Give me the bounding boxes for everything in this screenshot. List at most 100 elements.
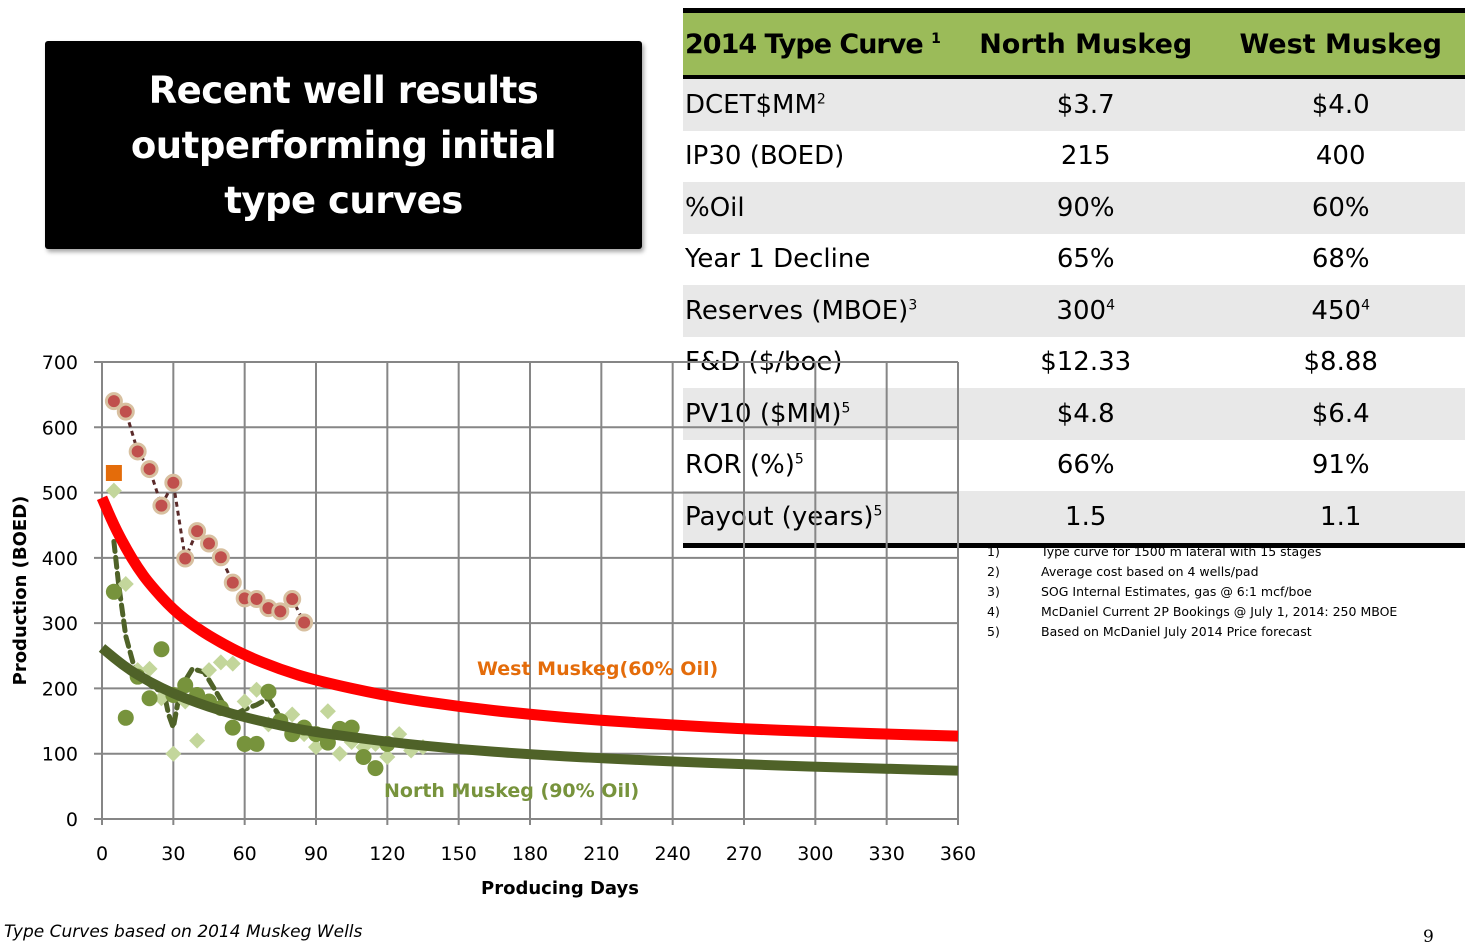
well-point [295, 613, 314, 632]
north-muskeg-value: 1.5 [955, 491, 1217, 543]
series-north-type-curve [98, 644, 959, 776]
table-row: ROR (%)5 66% 91% [683, 439, 1465, 491]
circle-point [105, 583, 122, 600]
circle-point [224, 719, 241, 736]
x-tick-label: 60 [233, 843, 257, 865]
series-layer [96, 392, 959, 777]
slide-title-line-2: outperforming initial [130, 123, 557, 167]
well-point [140, 460, 159, 479]
header-west-muskeg: West Muskeg [1216, 13, 1465, 79]
footnote-number: 1) [987, 544, 1000, 559]
north-muskeg-type-curve [98, 644, 959, 776]
well-point [128, 442, 147, 461]
west-muskeg-value: $8.88 [1216, 336, 1465, 388]
x-tick-label: 30 [161, 843, 185, 865]
north-muskeg-value: 66% [955, 439, 1217, 491]
well-point [152, 496, 171, 515]
footnote-item: 5) Based on McDaniel July 2014 Price fore… [987, 622, 1397, 642]
west-muskeg-value: 91% [1216, 439, 1465, 491]
well-point [116, 402, 135, 421]
table-top-rule [683, 8, 1465, 13]
table-row: Payout (years)5 1.5 1.1 [683, 491, 1465, 543]
row-label: ROR (%)5 [683, 439, 955, 491]
diamond-point [117, 575, 134, 592]
circle-point [177, 677, 194, 694]
north-muskeg-value: $3.7 [955, 77, 1217, 131]
row-label: Reserves (MBOE)3 [683, 285, 955, 337]
west-muskeg-value: 68% [1216, 233, 1465, 285]
north-muskeg-value: 90% [955, 182, 1217, 234]
footnote-ref: 2 [816, 91, 826, 108]
footnote-number: 4) [987, 604, 1000, 619]
footnote-item: 3) SOG Internal Estimates, gas @ 6:1 mcf/… [987, 582, 1397, 602]
footnote-text: Type curve for 1500 m lateral with 15 st… [1041, 544, 1322, 559]
table-row: IP30 (BOED) 215 400 [683, 130, 1465, 182]
well-point [188, 522, 207, 541]
footnote-ref: 1 [931, 30, 941, 47]
y-tick-label: 400 [42, 548, 78, 570]
y-tick-label: 200 [42, 678, 78, 700]
west-muskeg-well-line [112, 400, 306, 624]
table-row: DCET$MM2 $3.7 $4.0 [683, 77, 1465, 131]
circle-point [153, 641, 170, 658]
footnote-item: 2) Average cost based on 4 wells/pad [987, 562, 1397, 582]
diamond-point [105, 482, 122, 499]
diamond-point [379, 748, 396, 765]
y-tick-label: 0 [66, 809, 78, 831]
x-tick-label: 330 [869, 843, 905, 865]
circle-point [260, 683, 277, 700]
footnote-ref: 5 [873, 503, 883, 520]
well-point [200, 534, 218, 553]
circle-point [355, 748, 372, 765]
y-tick-label: 600 [42, 417, 78, 439]
footer-note: Type Curves based on 2014 Muskeg Wells [4, 922, 363, 942]
x-axis-label: Producing Days [481, 878, 639, 899]
well-point [247, 589, 266, 608]
diamond-point [248, 681, 265, 698]
x-tick-label: 0 [96, 843, 108, 865]
header-type-curve: 2014 Type Curve 1 [683, 13, 955, 79]
footnote-ref: 5 [794, 451, 804, 468]
west-muskeg-value: 1.1 [1216, 491, 1465, 543]
y-tick-label: 500 [42, 483, 78, 505]
row-label: %Oil [683, 182, 955, 234]
diamond-point [236, 693, 253, 710]
x-tick-label: 270 [726, 843, 762, 865]
footnote-ref: 5 [841, 400, 851, 417]
footnote-item: 4) McDaniel Current 2P Bookings @ July 1,… [987, 602, 1397, 622]
slide-title-line-1: Recent well results [148, 68, 539, 112]
west-muskeg-annotation: West Muskeg(60% Oil) [477, 658, 718, 680]
footnote-text: SOG Internal Estimates, gas @ 6:1 mcf/bo… [1041, 584, 1312, 599]
footnote-item: 1) Type curve for 1500 m lateral with 15 … [987, 542, 1397, 562]
north-muskeg-value: 215 [955, 130, 1217, 182]
diamond-point [308, 739, 324, 756]
series-west-type-curve [96, 495, 959, 742]
table-row: %Oil 90% 60% [683, 182, 1465, 234]
x-tick-label: 300 [797, 843, 833, 865]
diamond-point [141, 660, 158, 677]
slide-title-line-3: type curves [224, 178, 463, 222]
row-label: DCET$MM2 [683, 77, 955, 131]
circle-point [117, 709, 134, 726]
west-muskeg-value: $4.0 [1216, 77, 1465, 131]
table-row: Year 1 Decline 65% 68% [683, 233, 1465, 285]
west-muskeg-value: 400 [1216, 130, 1465, 182]
page-number: 9 [1423, 927, 1434, 947]
footnote-text: Average cost based on 4 wells/pad [1041, 564, 1259, 579]
y-tick-label: 700 [42, 352, 78, 374]
slide-title: Recent well results outperforming initia… [130, 63, 557, 228]
footnotes: 1) Type curve for 1500 m lateral with 15 … [987, 542, 1397, 642]
well-point [104, 392, 123, 411]
diamond-point [165, 745, 182, 762]
west-muskeg-value: 60% [1216, 182, 1465, 234]
footnote-number: 5) [987, 624, 1000, 639]
diamond-point [284, 706, 301, 723]
footnote-ref: 4 [1361, 297, 1370, 314]
diamond-point [212, 654, 229, 671]
series-initial-point [105, 464, 122, 481]
x-tick-label: 240 [655, 843, 691, 865]
footnote-number: 3) [987, 584, 1000, 599]
y-axis-label: Production (BOED) [10, 496, 31, 686]
footnote-text: Based on McDaniel July 2014 Price foreca… [1041, 624, 1312, 639]
west-muskeg-type-curve [96, 495, 959, 742]
